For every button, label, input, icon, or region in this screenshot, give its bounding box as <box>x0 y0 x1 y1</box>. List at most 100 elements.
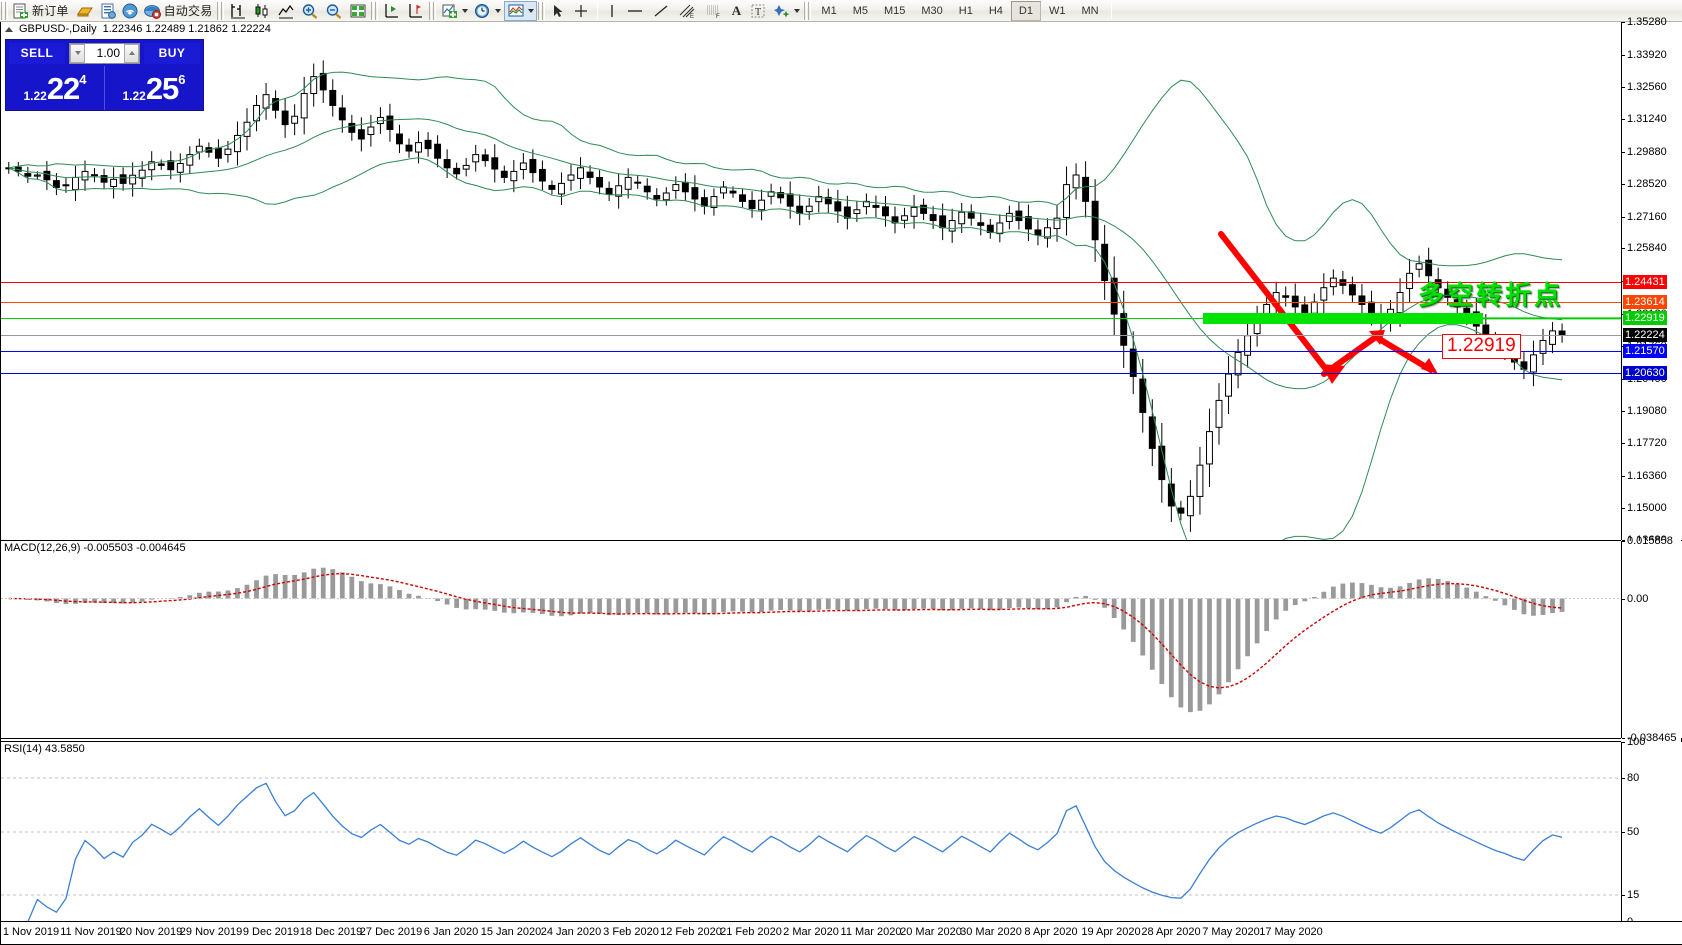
volume-increase-button[interactable] <box>124 43 139 63</box>
trendline-button[interactable] <box>648 1 674 21</box>
timeframe-m5[interactable]: M5 <box>852 4 868 17</box>
shapes-button[interactable] <box>770 1 803 21</box>
fibonacci-retracement-icon: F <box>707 5 720 19</box>
toolbar-grip-4[interactable] <box>429 1 437 20</box>
timeframe-d1[interactable]: D1 <box>1010 0 1041 21</box>
chevron-up-icon <box>128 51 135 55</box>
svg-text:F: F <box>716 14 720 19</box>
text-icon: A <box>731 2 742 18</box>
collapse-triangle-icon[interactable] <box>5 26 13 32</box>
gold-bar-icon <box>76 7 93 16</box>
price-pane[interactable] <box>1 22 1621 540</box>
chevron-down-icon[interactable] <box>528 8 535 13</box>
price-tag[interactable]: 1.24431 <box>1623 275 1667 290</box>
price-tick: 1.31240 <box>1622 112 1667 125</box>
new-order-button[interactable]: 新订单 <box>10 1 73 21</box>
rsi-tick: 15 <box>1621 889 1640 901</box>
vertical-line-button[interactable] <box>602 1 622 21</box>
date-tick: 30 Mar 2020 <box>960 926 1022 938</box>
macd-histogram <box>15 567 1565 713</box>
macd-pane[interactable] <box>1 541 1621 738</box>
date-tick: 3 Feb 2020 <box>603 926 659 938</box>
macd-tick: -0.038465 <box>1622 732 1677 744</box>
price-level-line[interactable] <box>1 373 1621 375</box>
zoom-out-button[interactable] <box>322 1 346 21</box>
price-level-line[interactable] <box>1 282 1621 284</box>
cursor-button[interactable] <box>547 1 569 21</box>
date-tick: 11 Nov 2019 <box>60 926 122 938</box>
rsi-line <box>18 782 1563 922</box>
rsi-pane[interactable] <box>1 742 1621 922</box>
price-plot <box>5 60 1621 540</box>
date-tick: 17 May 2020 <box>1259 926 1323 938</box>
horizontal-line-button[interactable] <box>622 1 648 21</box>
new-order-icon <box>13 3 28 18</box>
timeframe-h1[interactable]: H1 <box>958 4 973 17</box>
toolbar-grip-3[interactable] <box>371 1 379 20</box>
bar-chart-button[interactable] <box>226 1 250 21</box>
timeframe-m30[interactable]: M30 <box>921 4 943 17</box>
fibonacci-retracement-button[interactable]: F <box>700 1 726 21</box>
buy-button[interactable]: BUY <box>144 42 200 64</box>
volume-stepper[interactable]: 1.00 <box>69 42 140 64</box>
toolbar-grip-1[interactable] <box>1 1 8 20</box>
price-tag[interactable]: 1.22224 <box>1623 328 1667 343</box>
chart-shift-button[interactable] <box>404 1 428 21</box>
terminal-button[interactable] <box>97 1 119 21</box>
price-level-line[interactable] <box>1 301 1621 303</box>
chinese-annotation: 多空转折点 <box>1418 280 1564 310</box>
toolbar-separator <box>597 2 599 19</box>
price-level-line[interactable] <box>1 350 1621 352</box>
timeframe-mn[interactable]: MN <box>1081 4 1099 17</box>
candlestick-chart-button[interactable] <box>250 1 274 21</box>
templates-icon <box>508 4 524 16</box>
zoom-in-icon <box>303 3 318 19</box>
volume-decrease-button[interactable] <box>70 43 85 63</box>
support-zone-highlight[interactable] <box>1203 313 1483 325</box>
periods-button[interactable] <box>471 1 504 21</box>
line-chart-button[interactable] <box>274 1 298 21</box>
signals-button[interactable] <box>119 1 141 21</box>
equidistant-channel-button[interactable]: E <box>674 1 700 21</box>
timeframe-w1[interactable]: W1 <box>1048 4 1066 17</box>
time-axis[interactable]: 1 Nov 2019 11 Nov 2019 20 Nov 2019 29 Nov 2… <box>1 921 1682 944</box>
volume-input[interactable]: 1.00 <box>85 43 124 63</box>
chevron-down-icon[interactable] <box>794 8 801 13</box>
auto-scroll-button[interactable] <box>380 1 404 21</box>
timeframe-h4[interactable]: H4 <box>988 4 1003 17</box>
timeframe-m1[interactable]: M1 <box>821 4 837 17</box>
date-tick: 19 Apr 2020 <box>1081 926 1141 938</box>
price-tag[interactable]: 1.22919 <box>1623 311 1667 326</box>
date-tick: 28 Apr 2020 <box>1141 926 1201 938</box>
price-tag[interactable]: 1.20630 <box>1623 366 1667 381</box>
chevron-down-icon[interactable] <box>462 8 469 13</box>
templates-button[interactable] <box>504 0 538 21</box>
toolbar-grip-2[interactable] <box>217 1 225 20</box>
chart-window[interactable]: GBPUSD-,Daily 1.22346 1.22489 1.21862 1.… <box>0 16 1682 945</box>
date-tick: 6 Jan 2020 <box>423 926 479 938</box>
gold-bar-button[interactable] <box>73 1 97 21</box>
toolbar-grip-6[interactable] <box>804 1 812 20</box>
sell-button[interactable]: SELL <box>9 42 65 64</box>
price-level-line[interactable] <box>1 335 1621 337</box>
toolbar-grip-5[interactable] <box>538 1 546 20</box>
expert-advisor-button[interactable]: 自动交易 <box>141 1 217 21</box>
macd-signal-line <box>8 572 1563 689</box>
crosshair-button[interactable] <box>569 1 593 21</box>
text-button[interactable]: A <box>726 1 746 21</box>
macd-axis[interactable]: 0.015858 0.00 -0.038465 <box>1621 535 1682 744</box>
price-axis[interactable]: 1.35280 1.33920 1.32560 1.31240 1.29880 1.285… <box>1621 16 1682 546</box>
date-tick: 20 Nov 2019 <box>119 926 183 938</box>
indicators-button[interactable] <box>438 1 471 21</box>
price-tag[interactable]: 1.21570 <box>1623 343 1667 358</box>
date-tick: 12 Feb 2020 <box>660 926 722 938</box>
text-label-button[interactable]: T <box>746 1 770 21</box>
timeframe-m15[interactable]: M15 <box>883 4 906 17</box>
price-tag[interactable]: 1.23614 <box>1623 294 1667 309</box>
rsi-axis[interactable]: 1008050150 <box>1621 736 1682 928</box>
bar-chart-icon <box>231 3 246 18</box>
tile-windows-button[interactable] <box>346 1 370 21</box>
price-tick: 1.15000 <box>1622 502 1667 515</box>
chevron-down-icon[interactable] <box>495 8 502 13</box>
zoom-in-button[interactable] <box>298 1 322 21</box>
